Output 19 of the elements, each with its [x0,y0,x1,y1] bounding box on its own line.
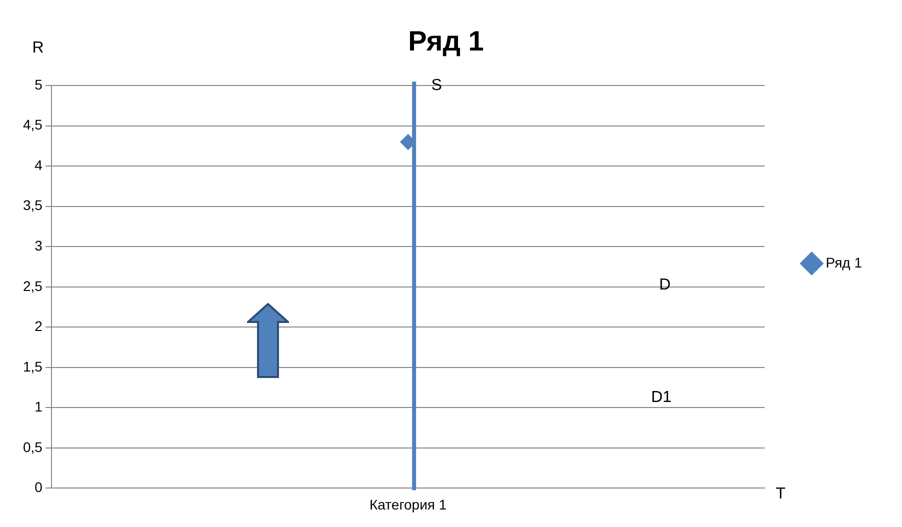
y-tick-label: 3 [34,238,43,254]
y-axis-title: R [32,39,44,56]
annotation: D1 [651,389,672,406]
y-tick-label: 2,5 [22,278,43,294]
y-tick-label: 3,5 [22,197,43,214]
y-tick-label: 4,5 [22,116,43,133]
y-tick-label: 0 [34,479,43,496]
y-tick-label: 2 [34,318,43,334]
y-tick-label: 1 [34,398,43,415]
y-tick-label: 5 [34,76,43,92]
y-tick-label: 4 [34,156,43,173]
annotation: D [659,276,671,294]
y-tick-label: 0,5 [22,438,43,455]
legend-label: Ряд 1 [826,254,862,270]
chart-title: Ряд 1 [408,26,484,57]
x-tick-label: Категория 1 [370,496,447,512]
annotation: S [431,77,442,94]
y-tick-label: 1,5 [22,358,43,374]
x-axis-title: T [776,486,786,503]
